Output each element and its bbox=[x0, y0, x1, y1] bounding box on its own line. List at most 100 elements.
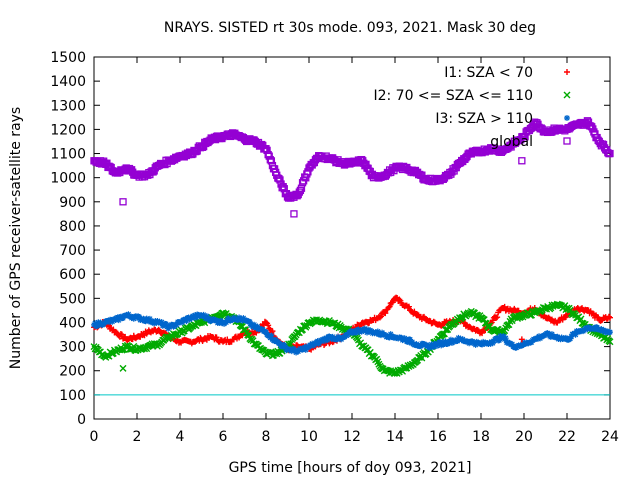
data-point-i1-sza-70-interp bbox=[389, 299, 396, 306]
data-point-i3-sza-110-interp bbox=[225, 315, 232, 322]
data-point-i3-sza-110-interp bbox=[120, 315, 127, 322]
data-point-i3-sza-110-interp bbox=[528, 339, 535, 346]
data-point-i3-sza-110-interp bbox=[572, 331, 579, 338]
data-point-i1-sza-70-interp bbox=[265, 322, 272, 329]
data-point-i3-sza-110 bbox=[263, 329, 269, 336]
data-point-i3-sza-110-interp bbox=[173, 321, 180, 328]
data-point-i3-sza-110-interp bbox=[239, 317, 246, 324]
legend-label-i3-sza-110: I3: SZA > 110 bbox=[435, 111, 533, 127]
data-point-i3-sza-110-interp bbox=[353, 329, 360, 336]
data-point-i3-sza-110-interp bbox=[442, 338, 449, 345]
data-point-i3-sza-110-interp bbox=[387, 331, 394, 338]
y-tick-label: 900 bbox=[59, 195, 86, 211]
data-point-i3-sza-110-interp bbox=[246, 318, 253, 325]
data-point-i3-sza-110-interp bbox=[368, 328, 375, 335]
data-point-i1-sza-70 bbox=[607, 314, 613, 321]
data-point-i3-sza-110-interp bbox=[314, 338, 321, 345]
data-point-global-interp bbox=[276, 176, 284, 184]
data-point-global-interp bbox=[275, 175, 283, 183]
data-point-i3-sza-110-interp bbox=[183, 318, 190, 325]
y-axis: 0 100 200 300 400 500 600 700 800 900 1000 1100 1200… bbox=[50, 50, 610, 428]
data-point-global-interp bbox=[588, 123, 596, 131]
data-point-i3-sza-110-interp bbox=[164, 323, 171, 330]
data-point-i3-sza-110-interp bbox=[545, 331, 552, 338]
data-point-i3-sza-110-interp bbox=[598, 326, 605, 333]
data-point-global-interp bbox=[280, 185, 288, 193]
data-point-i3-sza-110-interp bbox=[146, 315, 153, 322]
data-point-global-interp bbox=[296, 186, 305, 195]
x-tick-label: 8 bbox=[262, 429, 271, 445]
x-tick-label: 14 bbox=[386, 429, 404, 445]
legend-label-global: global bbox=[490, 134, 533, 150]
x-tick-label: 18 bbox=[472, 429, 490, 445]
data-point-i3-sza-110-interp bbox=[447, 336, 454, 343]
data-point-global-interp bbox=[267, 157, 276, 165]
y-tick-label: 700 bbox=[59, 243, 86, 259]
x-axis: 0 2 4 6 8 10 12 14 16 18 20 22 24 bbox=[90, 57, 619, 445]
x-tick-label: 24 bbox=[601, 429, 619, 445]
data-point-i3-sza-110 bbox=[607, 329, 613, 336]
data-point-i3-sza-110-interp bbox=[438, 342, 445, 349]
legend-label-i1-sza-70: I1: SZA < 70 bbox=[444, 65, 533, 81]
data-point-i3-sza-110-interp bbox=[142, 318, 149, 325]
outlier-point bbox=[119, 198, 127, 206]
legend: I1: SZA < 70 I2: 70 <= SZA <= 110 I3: SZA … bbox=[373, 65, 571, 150]
data-point-i3-sza-110-interp bbox=[115, 317, 122, 324]
y-tick-label: 1500 bbox=[50, 50, 86, 66]
data-point-global-interp bbox=[604, 149, 612, 157]
outlier-point bbox=[518, 336, 525, 343]
data-point-i3-sza-110-interp bbox=[92, 320, 99, 327]
data-point-i2-70-sza-110 bbox=[606, 338, 614, 346]
y-tick-label: 1000 bbox=[50, 171, 86, 187]
data-point-i3-sza-110 bbox=[112, 317, 119, 324]
x-tick-label: 22 bbox=[558, 429, 576, 445]
data-point-i3-sza-110-interp bbox=[145, 318, 152, 325]
x-axis-label: GPS time [hours of doy 093, 2021] bbox=[229, 460, 472, 476]
data-point-i3-sza-110-interp bbox=[350, 330, 357, 337]
data-point-i3-sza-110-interp bbox=[444, 340, 451, 347]
outlier-points bbox=[119, 157, 526, 372]
data-point-i3-sza-110 bbox=[402, 336, 409, 343]
data-point-i3-sza-110-interp bbox=[130, 315, 137, 322]
data-point-i3-sza-110-interp bbox=[489, 340, 496, 347]
legend-label-i2-70-sza-110: I2: 70 <= SZA <= 110 bbox=[373, 88, 533, 104]
data-point-i3-sza-110-interp bbox=[409, 338, 416, 345]
data-point-i2-70-sza-110-interp bbox=[440, 330, 448, 338]
data-point-i3-sza-110-interp bbox=[179, 319, 186, 326]
data-point-i3-sza-110-interp bbox=[301, 344, 308, 351]
data-point-i3-sza-110-interp bbox=[223, 319, 230, 326]
data-point-i3-sza-110-interp bbox=[448, 339, 455, 346]
series-i3-sza-110 bbox=[91, 311, 613, 356]
y-tick-label: 1200 bbox=[50, 122, 86, 138]
data-point-i3-sza-110-interp bbox=[290, 345, 297, 352]
data-point-i3-sza-110-interp bbox=[302, 346, 309, 353]
data-point-i3-sza-110-interp bbox=[430, 343, 437, 350]
data-point-i3-sza-110-interp bbox=[361, 325, 368, 332]
data-point-global-interp bbox=[362, 160, 370, 169]
series-layer bbox=[90, 117, 614, 377]
data-point-i3-sza-110-interp bbox=[509, 341, 516, 348]
outlier-point bbox=[290, 210, 298, 218]
data-point-global-interp bbox=[304, 168, 312, 176]
data-point-i1-sza-70-interp bbox=[589, 310, 596, 317]
data-point-i3-sza-110-interp bbox=[251, 321, 258, 328]
data-point-global-interp bbox=[295, 188, 303, 196]
data-point-i3-sza-110-interp bbox=[547, 334, 554, 341]
data-point-i1-sza-70-interp bbox=[405, 303, 412, 310]
data-point-global-interp bbox=[279, 183, 287, 191]
data-point-i1-sza-70-interp bbox=[385, 304, 392, 311]
x-tick-label: 12 bbox=[343, 429, 361, 445]
x-tick-label: 4 bbox=[176, 429, 185, 445]
data-point-i1-sza-70-interp bbox=[605, 313, 612, 320]
data-point-i3-sza-110-interp bbox=[548, 331, 555, 338]
data-point-i3-sza-110-interp bbox=[497, 333, 504, 340]
data-point-i3-sza-110-interp bbox=[109, 318, 116, 325]
y-tick-label: 200 bbox=[59, 364, 86, 380]
data-point-i1-sza-70 bbox=[155, 326, 162, 333]
data-point-i3-sza-110-interp bbox=[309, 340, 316, 347]
data-point-i1-sza-70-interp bbox=[386, 303, 393, 310]
data-point-i1-sza-70-interp bbox=[493, 314, 500, 321]
data-point-i1-sza-70-interp bbox=[118, 331, 125, 338]
legend-marker-i1-sza-70 bbox=[564, 69, 570, 75]
